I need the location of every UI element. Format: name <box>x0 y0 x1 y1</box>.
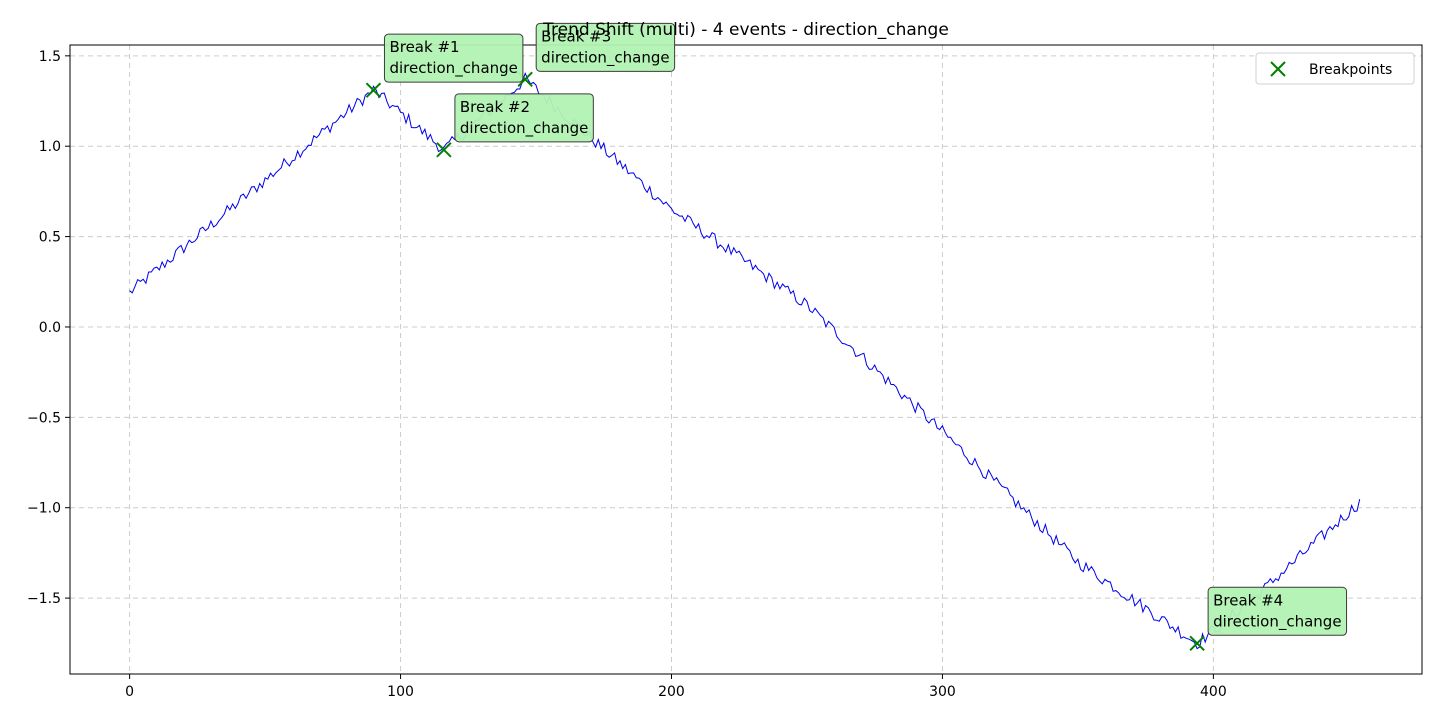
x-tick-label: 400 <box>1200 684 1227 700</box>
annotation-label: Break #2 direction_change <box>460 98 588 138</box>
series-line <box>129 72 1361 650</box>
annotation-box <box>535 22 676 72</box>
x-tick-label: 200 <box>658 684 685 700</box>
annotation-box <box>383 33 524 83</box>
y-tick-label: 0.5 <box>39 230 61 246</box>
breakpoint-annotations: Break #1 direction_change Break #2 directio… <box>383 22 1348 636</box>
annotation-box <box>1207 586 1348 636</box>
breakpoint-marker <box>365 82 382 98</box>
y-tick-label: −1.0 <box>27 501 61 517</box>
axis-ticks: 0 100 200 300 400 −1.5 −1.0 −0.5 0.0 0.5 1.0 1.5 <box>27 49 1227 700</box>
x-tick-label: 0 <box>125 684 134 700</box>
plot-frame <box>69 44 1423 675</box>
chart-title: Trend Shift (multi) - 4 events - directi… <box>542 20 949 40</box>
x-tick-label: 100 <box>387 684 414 700</box>
breakpoint-annotation: Break #3 direction_change <box>535 22 676 72</box>
annotation-box <box>454 93 594 143</box>
y-tick-label: 1.0 <box>39 139 61 155</box>
legend-box <box>1255 52 1415 85</box>
breakpoint-annotation: Break #1 direction_change <box>383 33 524 83</box>
y-tick-label: −0.5 <box>27 410 61 426</box>
breakpoint-annotation: Break #2 direction_change <box>454 93 594 143</box>
grid <box>70 45 1422 674</box>
annotation-label: Break #1 direction_change <box>389 38 517 78</box>
y-tick-label: 0.0 <box>39 320 61 336</box>
breakpoint-marker <box>1189 635 1205 651</box>
annotation-label: Break #3 direction_change <box>541 27 669 67</box>
legend: Breakpoints <box>1255 52 1415 85</box>
legend-label: Breakpoints <box>1309 62 1392 78</box>
y-tick-label: −1.5 <box>27 591 61 607</box>
legend-marker <box>1270 61 1286 77</box>
x-tick-label: 300 <box>929 684 956 700</box>
y-tick-label: 1.5 <box>39 49 61 65</box>
breakpoint-annotation: Break #4 direction_change <box>1207 586 1348 636</box>
annotation-label: Break #4 direction_change <box>1213 591 1341 631</box>
breakpoint-marker <box>436 142 452 158</box>
series-layer <box>129 72 1361 650</box>
breakpoint-markers <box>365 71 1205 651</box>
